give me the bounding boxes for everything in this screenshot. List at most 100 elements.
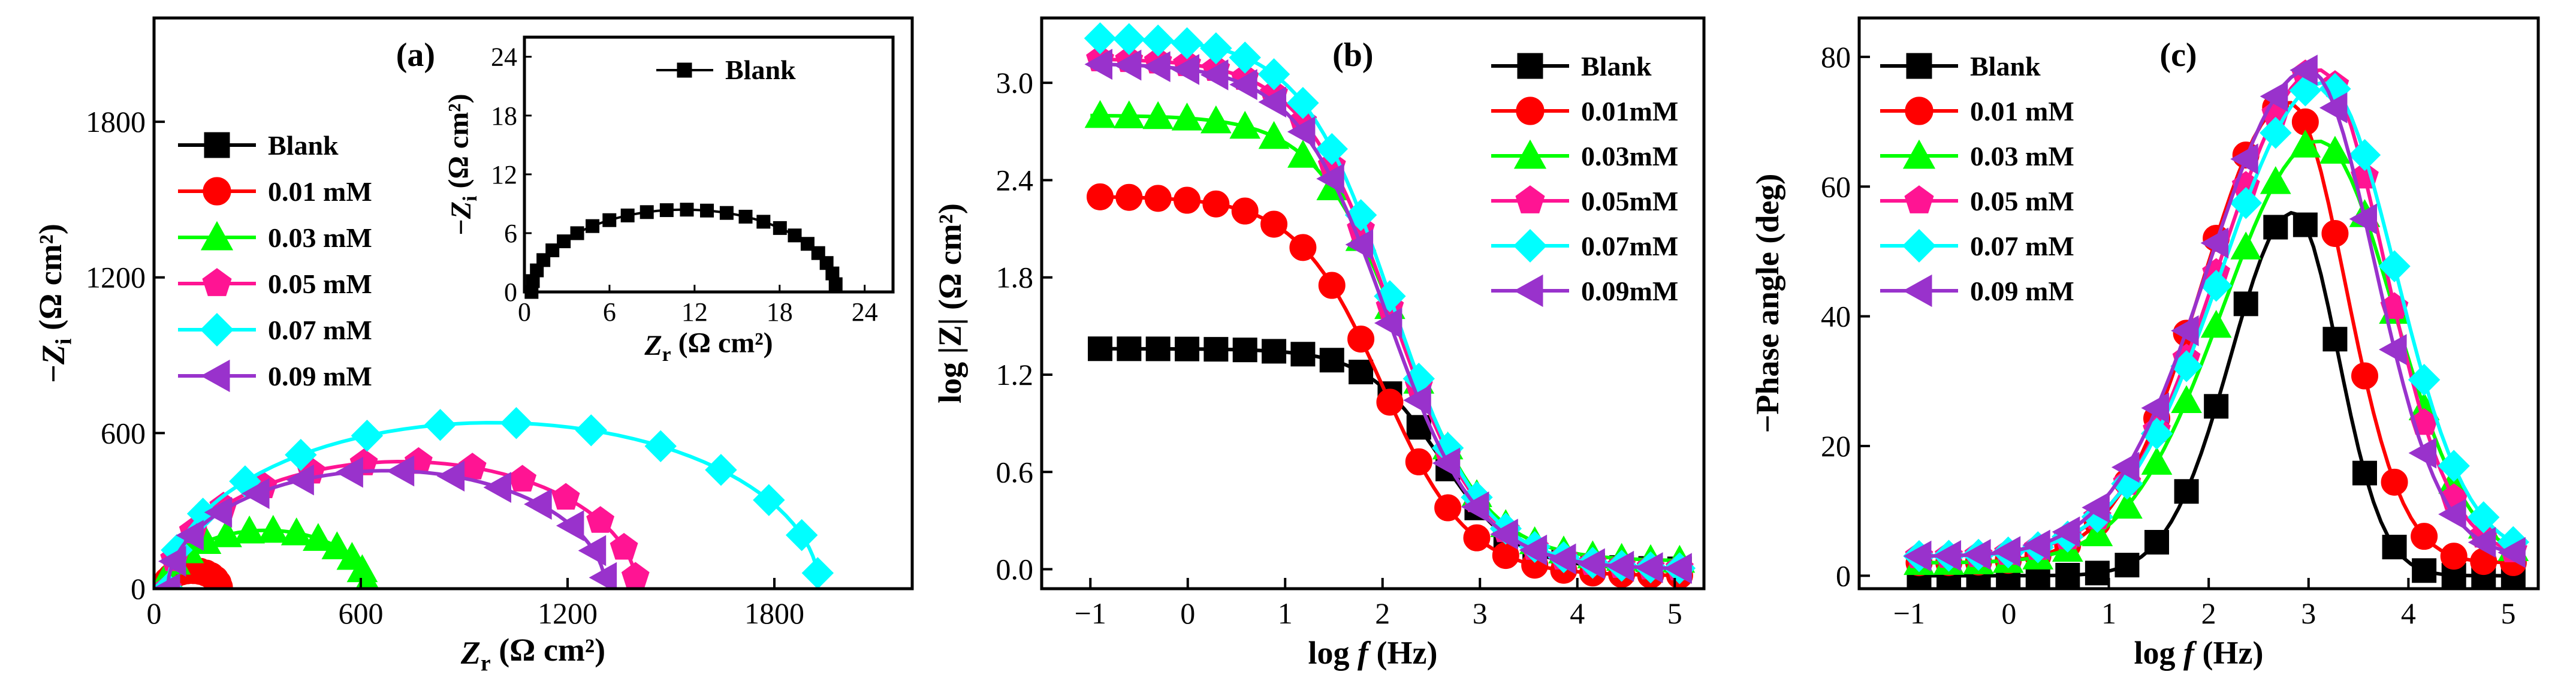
data-point-0.03	[1142, 101, 1174, 129]
data-point-0.07	[575, 414, 607, 447]
data-point-0.07	[424, 409, 457, 441]
data-point-Blank	[1117, 336, 1142, 361]
data-point-0.03	[280, 517, 312, 546]
legend-label: 0.05mM	[1581, 186, 1678, 216]
data-point-0.03	[1229, 110, 1261, 139]
data-point-0.09	[158, 546, 186, 577]
data-point-0.09	[1287, 116, 1316, 147]
data-point-0.07	[2348, 138, 2381, 171]
data-point-0.03	[1171, 103, 1203, 131]
y-tick-label: 0	[131, 572, 146, 605]
data-point-0.01	[2440, 543, 2468, 570]
x-tick-label: 4	[2401, 596, 2416, 630]
data-point-0.09	[1664, 553, 1692, 584]
data-point-0.05	[610, 532, 638, 560]
data-point-Blank	[1232, 338, 1257, 363]
data-point-0.01	[1434, 494, 1462, 522]
inset-data-point	[773, 221, 787, 235]
data-point-0.03	[2171, 385, 2202, 414]
inset-data-point	[738, 209, 753, 224]
y-tick-label: 600	[101, 416, 146, 450]
legend-label: 0.07 mM	[268, 315, 372, 345]
data-point-0.09	[2438, 499, 2466, 530]
legend-marker	[1902, 139, 1936, 169]
data-point-0.09	[2319, 92, 2348, 123]
x-tick-label: 0	[1180, 596, 1195, 630]
data-point-0.03	[1258, 120, 1290, 149]
data-point-Blank	[2352, 460, 2378, 486]
inset-legend-label: Blank	[725, 55, 796, 85]
legend-marker	[200, 312, 234, 347]
data-point-0.07	[753, 484, 785, 516]
x-axis-label: log f (Hz)	[2134, 635, 2264, 671]
data-point-0.09	[1316, 163, 1344, 195]
data-point-0.09	[2082, 492, 2110, 523]
data-point-0.09	[154, 573, 180, 589]
data-point-Blank	[1203, 337, 1229, 362]
panel-label: (a)	[396, 37, 435, 74]
inset-data-point	[602, 213, 617, 227]
legend-marker	[1902, 228, 1936, 263]
data-point-Blank	[2412, 558, 2437, 583]
data-point-0.01	[1347, 326, 1375, 353]
data-point-0.07	[2378, 250, 2411, 282]
data-point-0.03	[257, 514, 289, 543]
x-tick-label: 5	[2501, 596, 2516, 630]
data-point-0.03	[211, 519, 242, 547]
data-point-Blank	[2115, 553, 2140, 578]
plot-area	[154, 407, 834, 589]
data-point-0.09	[1548, 543, 1576, 575]
legend-label: 0.09 mM	[1970, 276, 2074, 306]
inset-legend-marker	[677, 62, 692, 78]
y-tick-label: 1200	[86, 261, 146, 294]
data-point-0.07	[1229, 41, 1261, 74]
inset-x-tick-label: 6	[603, 297, 616, 327]
data-point-0.07	[500, 407, 533, 439]
legend-label: 0.01 mM	[268, 176, 372, 207]
legend: Blank 0.01 mM 0.03 mM 0.05 mM 0.07 mM 0.09 mM	[178, 130, 372, 393]
data-point-0.01	[1202, 190, 1230, 218]
data-point-0.09	[1577, 548, 1605, 580]
legend-label: Blank	[268, 130, 339, 161]
data-point-0.07	[1257, 58, 1290, 91]
data-point-0.09	[2230, 143, 2258, 175]
legend-marker	[1906, 53, 1932, 79]
inset-data-point	[640, 205, 654, 219]
x-tick-label: 4	[1570, 596, 1585, 630]
data-point-0.07	[2468, 501, 2500, 534]
data-point-Blank	[1262, 339, 1287, 364]
data-point-Blank	[2293, 212, 2318, 237]
legend-label: 0.05 mM	[1970, 186, 2074, 216]
inset-y-axis-label: −Zi (Ω cm²)	[443, 94, 481, 235]
inset-data-point	[800, 237, 815, 251]
inset-data-point	[788, 228, 802, 243]
legend-marker	[1517, 53, 1543, 79]
data-point-0.09	[1345, 229, 1374, 260]
data-point-0.09	[1519, 534, 1548, 566]
data-point-0.09	[1142, 51, 1171, 83]
data-point-0.01	[1087, 183, 1114, 210]
data-point-0.05	[551, 483, 580, 510]
data-point-0.09	[1403, 384, 1431, 416]
plot-area	[1903, 55, 2530, 588]
data-point-Blank	[1088, 336, 1112, 361]
y-tick-label: 0.6	[996, 455, 1034, 489]
y-tick-label: 1.2	[996, 358, 1034, 391]
inset-data-point	[620, 208, 635, 222]
data-point-Blank	[2322, 327, 2348, 352]
data-point-0.09	[578, 535, 607, 567]
data-point-Blank	[2085, 561, 2110, 586]
data-point-0.09	[1374, 308, 1402, 339]
x-tick-label: 600	[339, 596, 384, 630]
inset-x-tick-label: 12	[681, 297, 708, 327]
legend-label: 0.03 mM	[268, 222, 372, 253]
inset-x-tick-label: 0	[518, 297, 531, 327]
data-point-0.09	[1229, 69, 1257, 100]
x-tick-label: 5	[1667, 596, 1682, 630]
data-point-Blank	[1290, 342, 1316, 367]
inset-y-tick-label: 6	[504, 219, 517, 248]
inset-data-point	[659, 203, 674, 218]
data-point-0.03	[2260, 166, 2291, 194]
data-point-0.07	[1200, 32, 1232, 65]
data-point-0.09	[2052, 516, 2080, 548]
